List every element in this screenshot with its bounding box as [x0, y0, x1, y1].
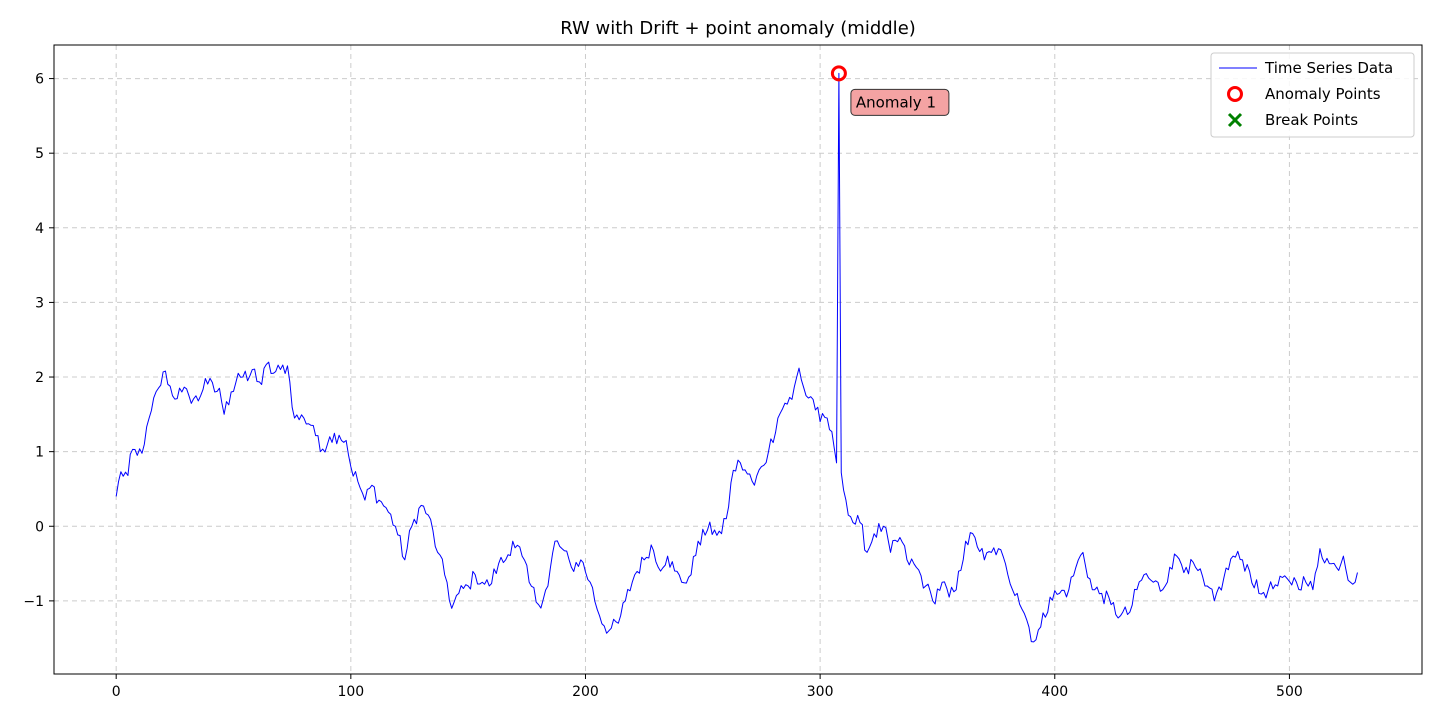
anomaly-markers	[830, 65, 847, 82]
y-tick-label: −1	[23, 594, 44, 610]
legend: Time Series Data Anomaly Points Break Poin…	[1210, 52, 1415, 138]
y-tick-label: 2	[35, 370, 44, 386]
plot-series	[115, 72, 1358, 643]
legend-box	[1210, 52, 1415, 138]
y-tick-label: 3	[35, 295, 44, 311]
legend-anomaly-swatch	[1227, 86, 1243, 102]
y-tick-label: 1	[35, 445, 44, 461]
x-tick-label: 300	[807, 684, 834, 700]
y-tick-label: 5	[35, 146, 44, 162]
annotation-box	[850, 88, 950, 116]
anomaly-point	[830, 65, 847, 82]
x-tick-label: 100	[337, 684, 364, 700]
axis-ticks: 0 100 200 300 400 500 −1 0 1 2 3 4 5 6	[23, 72, 1302, 700]
x-tick-label: 0	[112, 684, 121, 700]
legend-break-swatch	[1227, 112, 1243, 128]
chart-title: RW with Drift + point anomaly (middle)	[560, 18, 916, 39]
legend-label: Break Points	[1265, 111, 1358, 129]
annotation-label: Anomaly 1	[856, 93, 936, 111]
time-series-line	[115, 72, 1358, 643]
y-tick-label: 0	[35, 519, 44, 535]
legend-label: Time Series Data	[1264, 59, 1393, 77]
y-tick-label: 4	[35, 221, 44, 237]
plot-frame	[53, 44, 1423, 675]
annotations: Anomaly 1	[850, 88, 950, 116]
x-tick-label: 200	[572, 684, 599, 700]
x-tick-label: 400	[1041, 684, 1068, 700]
legend-label: Anomaly Points	[1265, 85, 1381, 103]
y-tick-label: 6	[35, 72, 44, 88]
grid-lines	[54, 45, 1422, 674]
x-tick-label: 500	[1276, 684, 1303, 700]
